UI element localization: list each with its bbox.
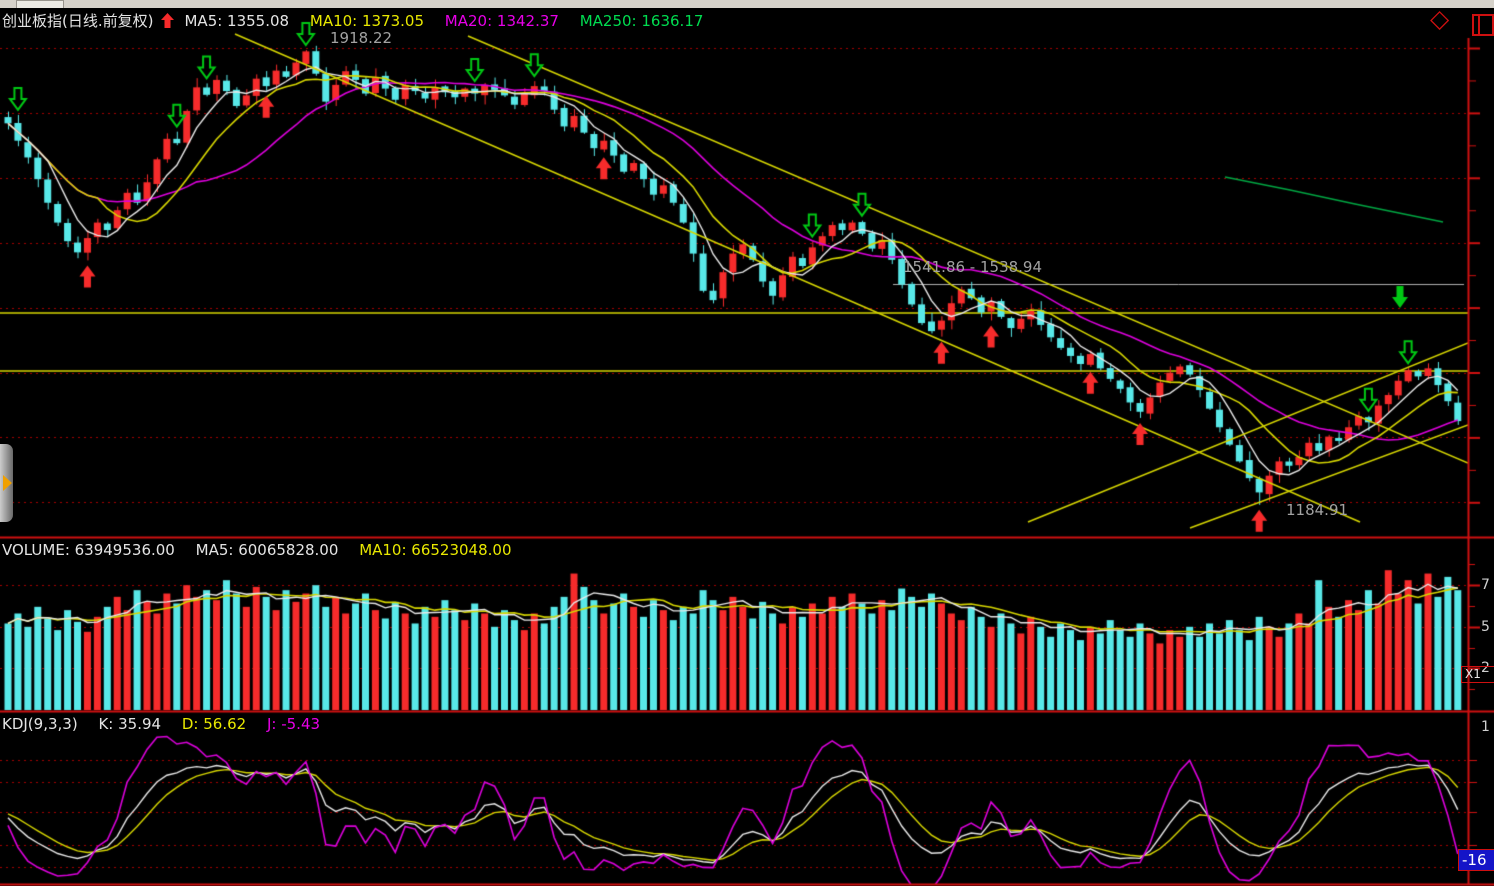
kdj-j-value: J: -5.43 — [266, 715, 321, 733]
volume-ma5-value: MA5: 60065828.00 — [195, 541, 339, 559]
side-panel-handle[interactable] — [0, 444, 13, 522]
kdj-header: KDJ(9,3,3) K: 35.94 D: 56.62 J: -5.43 — [2, 715, 336, 733]
peak-price-label: 1918.22 — [330, 29, 393, 47]
volume-ma10-value: MA10: 66523048.00 — [359, 541, 512, 559]
kdj-axis-label-100: 1 — [1481, 719, 1490, 735]
kdj-name: KDJ(9,3,3) — [2, 715, 78, 733]
split-window-icon-divider — [1474, 16, 1480, 34]
kdj-pane[interactable] — [0, 713, 1468, 884]
window-strip-tab — [16, 0, 64, 8]
main-chart-header: 创业板指(日线.前复权) MA5: 1355.08 MA10: 1373.05 M… — [2, 10, 719, 31]
split-window-icon[interactable] — [1472, 14, 1494, 36]
up-arrow-icon — [161, 13, 175, 28]
volume-pane[interactable] — [0, 540, 1468, 710]
panel-expand-arrow-icon — [3, 475, 12, 491]
ma20-value: MA20: 1342.37 — [444, 12, 559, 30]
kdj-d-value: D: 56.62 — [181, 715, 247, 733]
instrument-title: 创业板指(日线.前复权) — [2, 12, 154, 30]
volume-value: VOLUME: 63949536.00 — [2, 541, 175, 559]
volume-header: VOLUME: 63949536.00 MA5: 60065828.00 MA1… — [2, 541, 528, 559]
volume-axis-label-50: 5 — [1481, 619, 1490, 635]
diamond-icon[interactable]: ◇ — [1430, 4, 1450, 33]
trough-price-label: 1184.91 — [1286, 501, 1349, 519]
ma10-value: MA10: 1373.05 — [309, 12, 425, 30]
gap-range-label: 1541.86 - 1538.94 — [903, 258, 1043, 276]
kdj-k-value: K: 35.94 — [98, 715, 162, 733]
ma250-value: MA250: 1636.17 — [579, 12, 704, 30]
volume-scale-label: X1 — [1461, 666, 1494, 683]
volume-axis-label-75: 7 — [1481, 577, 1490, 593]
volume-axis-label-25: 2 — [1481, 660, 1490, 676]
kdj-current-value-badge: -16 — [1458, 849, 1494, 871]
ma5-value: MA5: 1355.08 — [184, 12, 290, 30]
window-top-strip — [0, 0, 1494, 8]
main-chart-pane[interactable] — [0, 8, 1468, 537]
